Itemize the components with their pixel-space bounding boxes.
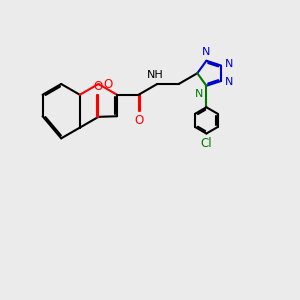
Text: N: N xyxy=(194,89,203,99)
Text: O: O xyxy=(104,77,113,91)
Text: Cl: Cl xyxy=(201,137,212,150)
Text: O: O xyxy=(134,114,143,127)
Text: N: N xyxy=(225,77,234,88)
Text: N: N xyxy=(202,47,211,57)
Text: O: O xyxy=(94,80,103,93)
Text: N: N xyxy=(225,59,234,69)
Text: NH: NH xyxy=(147,70,164,80)
